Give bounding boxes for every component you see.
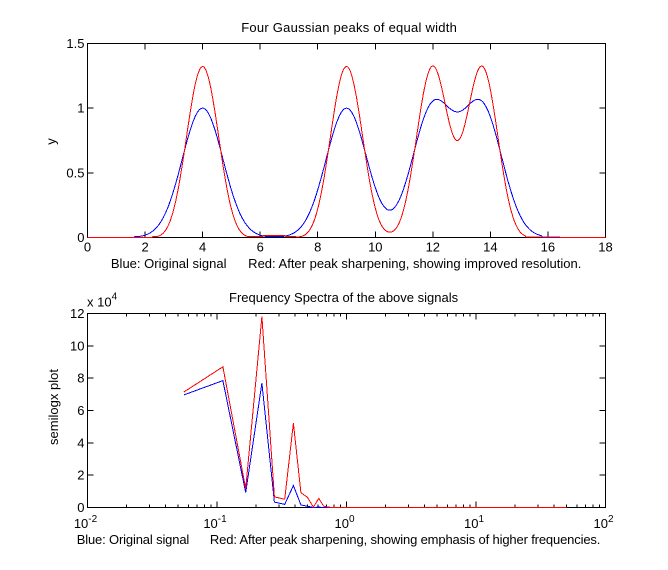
svg-text:Blue: Original signal Red: Blue: Original signal Red: After peak sh… (111, 256, 581, 271)
svg-text:8: 8 (314, 240, 321, 255)
svg-text:6: 6 (77, 403, 84, 418)
svg-text:4: 4 (199, 240, 206, 255)
svg-text:y: y (44, 138, 59, 145)
svg-text:0: 0 (84, 240, 91, 255)
svg-text:102: 102 (593, 514, 613, 531)
svg-text:16: 16 (541, 240, 555, 255)
svg-text:Blue: Original signal Red: Blue: Original signal Red: After peak sh… (77, 532, 601, 547)
svg-text:1: 1 (77, 101, 84, 116)
svg-text:101: 101 (464, 514, 484, 531)
svg-text:100: 100 (334, 514, 354, 531)
svg-text:0.5: 0.5 (66, 165, 84, 180)
svg-text:10: 10 (368, 240, 382, 255)
svg-text:6: 6 (257, 240, 264, 255)
svg-text:0: 0 (77, 230, 84, 245)
svg-text:4: 4 (77, 435, 84, 450)
svg-text:18: 18 (598, 240, 612, 255)
svg-text:10-2: 10-2 (74, 514, 98, 531)
svg-text:x 104: x 104 (87, 292, 118, 310)
svg-text:10-1: 10-1 (203, 514, 227, 531)
svg-text:10: 10 (70, 338, 84, 353)
svg-text:0: 0 (77, 500, 84, 515)
svg-text:Four Gaussian peaks of equal w: Four Gaussian peaks of equal width (241, 20, 457, 35)
svg-text:2: 2 (141, 240, 148, 255)
svg-text:12: 12 (70, 306, 84, 321)
svg-text:8: 8 (77, 371, 84, 386)
svg-text:semilogx plot: semilogx plot (46, 369, 61, 445)
svg-text:1.5: 1.5 (66, 36, 84, 51)
svg-text:12: 12 (426, 240, 440, 255)
svg-text:2: 2 (77, 468, 84, 483)
svg-text:Frequency Spectra of the above: Frequency Spectra of the above signals (229, 290, 459, 305)
svg-text:14: 14 (483, 240, 497, 255)
